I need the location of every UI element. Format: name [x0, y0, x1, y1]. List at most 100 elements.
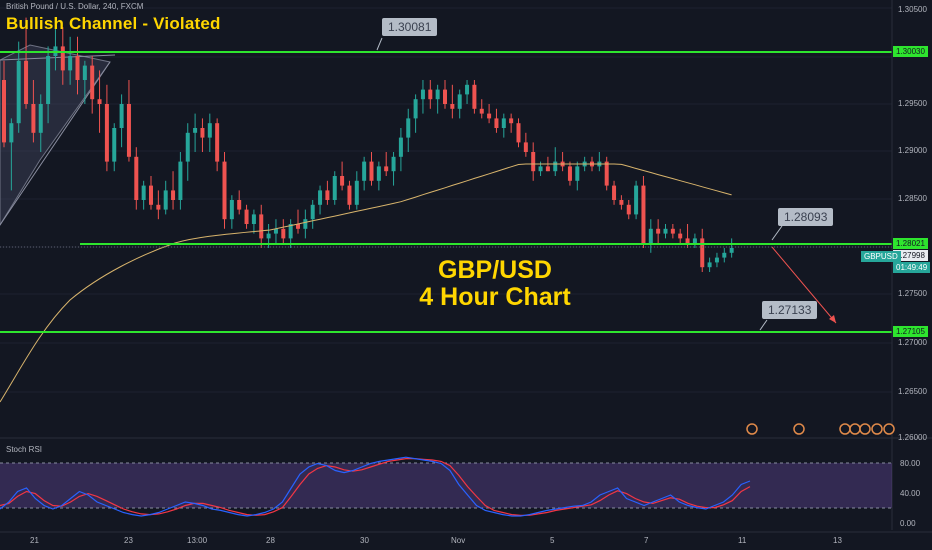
candle-body	[112, 128, 117, 162]
time-label: 30	[360, 536, 369, 545]
candle-body	[82, 65, 87, 80]
candle-body	[273, 228, 278, 234]
candle-body	[222, 161, 227, 220]
price-tick: 1.30500	[898, 5, 927, 14]
rsi-tick: 80.00	[900, 459, 921, 468]
event-marker	[883, 423, 895, 435]
candle-body	[288, 224, 293, 239]
candle-body	[259, 214, 264, 239]
rsi-title: Stoch RSI	[6, 445, 43, 454]
candle-body	[156, 204, 161, 210]
candle-body	[509, 118, 514, 124]
candle-body	[457, 94, 462, 109]
callout-low[interactable]: 1.27133	[762, 301, 818, 319]
candle-body	[266, 233, 271, 239]
candle-body	[163, 190, 168, 210]
candle-body	[244, 209, 249, 224]
candle-body	[149, 185, 153, 205]
candle-body	[494, 118, 499, 128]
stoch-rsi-k-line	[0, 456, 751, 517]
time-label: 21	[30, 536, 39, 545]
candle-body	[420, 89, 425, 100]
candle-body	[472, 84, 477, 109]
candle-body	[443, 89, 447, 104]
candle-body	[663, 228, 668, 234]
rsi-tick: 40.00	[900, 489, 921, 498]
callout-mid[interactable]: 1.28093	[778, 208, 834, 226]
candle-body	[90, 65, 95, 100]
event-marker	[859, 423, 871, 435]
time-label: 23	[124, 536, 133, 545]
event-marker	[849, 423, 861, 435]
candle-body	[501, 118, 506, 128]
candle-body	[178, 161, 183, 200]
chart-title: Bullish Channel - Violated	[6, 14, 221, 33]
callout-top[interactable]: 1.30081	[382, 18, 438, 36]
candle-body	[479, 108, 484, 114]
candle-body	[435, 89, 440, 100]
candle-body	[714, 257, 719, 263]
callout-mid-pointer	[771, 225, 783, 241]
candle-body	[171, 190, 176, 200]
candle-body	[207, 123, 212, 138]
candle-body	[567, 166, 572, 181]
candle-body	[60, 46, 65, 71]
candle-body	[413, 99, 418, 119]
candle-body	[200, 128, 205, 138]
candle-body	[347, 185, 352, 205]
candle-body	[376, 166, 381, 181]
moving-average-line	[0, 163, 732, 403]
candle-body	[531, 152, 536, 172]
price-tick: 1.27500	[898, 289, 927, 298]
time-label: 5	[550, 536, 555, 545]
candle-body	[126, 104, 131, 157]
time-label: 13:00	[187, 536, 208, 545]
candle-body	[428, 89, 433, 100]
price-tick: 1.28500	[898, 194, 927, 203]
candle-body	[104, 104, 109, 162]
candle-body	[516, 123, 521, 143]
candle-body	[134, 156, 139, 200]
candle-body	[523, 142, 528, 152]
candle-body	[354, 180, 359, 205]
event-marker	[793, 423, 805, 435]
price-tick: 1.29000	[898, 146, 927, 155]
candle-body	[487, 113, 492, 119]
candle-body	[2, 80, 6, 143]
candle-body	[97, 99, 102, 104]
bar-timer-tag: 01:49:49	[893, 262, 931, 273]
candle-body	[538, 166, 543, 172]
candle-body	[670, 228, 675, 234]
candle-body	[656, 228, 661, 234]
candle-body	[325, 190, 330, 200]
candle-body	[619, 200, 624, 205]
candle-body	[38, 104, 43, 133]
target-arrow-head	[829, 315, 836, 323]
event-marker	[871, 423, 883, 435]
price-tick: 1.29500	[898, 99, 927, 108]
rsi-tick: 0.00	[900, 519, 916, 528]
price-tag-lower: 1.27105	[893, 326, 928, 337]
candle-body	[648, 228, 653, 244]
candle-body	[604, 161, 609, 186]
candle-body	[634, 185, 639, 215]
callout-top-pointer	[376, 37, 383, 51]
candle-body	[575, 166, 580, 181]
candle-body	[141, 185, 146, 200]
candle-body	[398, 137, 403, 157]
price-tick: 1.27000	[898, 338, 927, 347]
time-label: 11	[738, 536, 747, 545]
candle-body	[193, 128, 198, 133]
candle-body	[545, 166, 550, 172]
candle-body	[465, 84, 470, 95]
candle-body	[450, 104, 455, 109]
candle-body	[310, 204, 315, 220]
time-label: 7	[644, 536, 649, 545]
candle-body	[281, 228, 286, 239]
candle-body	[641, 185, 646, 244]
price-tag-support: 1.28021	[893, 238, 928, 249]
candle-body	[24, 60, 29, 104]
event-marker	[746, 423, 758, 435]
